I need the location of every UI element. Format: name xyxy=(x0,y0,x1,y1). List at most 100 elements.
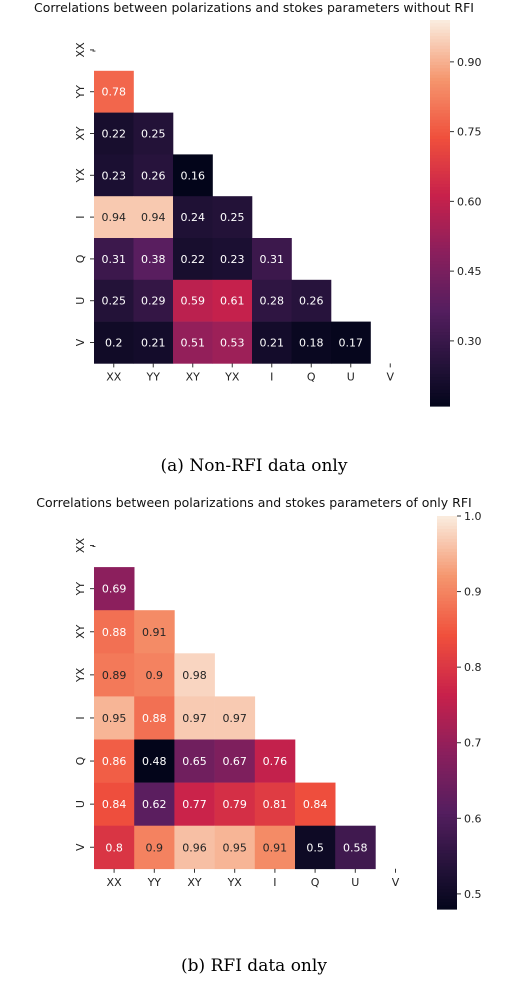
colorbar-slice-non-rfi xyxy=(430,139,450,143)
colorbar-tick-label-rfi: 0.9 xyxy=(464,586,482,599)
colorbar-slice-non-rfi xyxy=(430,344,450,349)
colorbar-slice-non-rfi xyxy=(430,264,450,269)
heatmap-cell-rfi-u-yy xyxy=(134,782,175,826)
colorbar-slice-rfi xyxy=(437,705,457,710)
heatmap-non-rfi: Correlations between polarizations and s… xyxy=(34,0,482,407)
y-tick-label-rfi-v: V xyxy=(74,843,87,851)
y-tick-label-rfi-i: I xyxy=(74,716,87,719)
colorbar-slice-non-rfi xyxy=(430,71,450,76)
colorbar-slice-non-rfi xyxy=(430,61,450,66)
colorbar-slice-rfi xyxy=(437,843,457,848)
colorbar-slice-non-rfi xyxy=(430,399,450,404)
colorbar-slice-non-rfi xyxy=(430,341,450,346)
colorbar-slice-rfi xyxy=(437,797,457,802)
colorbar-slice-rfi xyxy=(437,722,457,727)
x-tick-label-non-rfi-xy: XY xyxy=(186,370,201,383)
colorbar-slice-non-rfi xyxy=(430,206,450,211)
colorbar-slice-rfi xyxy=(437,892,457,897)
caption-non-rfi: (a) Non-RFI data only xyxy=(160,456,348,476)
heatmap-rfi: Correlations between polarizations and s… xyxy=(36,495,482,910)
cell-value-rfi-u-yy: 0.62 xyxy=(142,798,167,811)
colorbar-slice-non-rfi xyxy=(430,177,450,182)
colorbar-slice-rfi xyxy=(437,738,457,743)
colorbar-slice-rfi xyxy=(437,663,457,668)
colorbar-slice-non-rfi xyxy=(430,171,450,175)
colorbar-slice-non-rfi xyxy=(430,68,450,73)
colorbar-slice-rfi xyxy=(437,653,457,658)
colorbar-slice-non-rfi xyxy=(430,45,450,50)
colorbar-slice-non-rfi xyxy=(430,103,450,108)
x-tick-label-rfi-i: I xyxy=(273,876,276,889)
colorbar-slice-rfi xyxy=(437,715,457,720)
cell-value-rfi-q-yx: 0.67 xyxy=(222,755,247,768)
heatmap-cell-rfi-v-u xyxy=(335,825,376,870)
colorbar-slice-non-rfi xyxy=(430,312,450,317)
colorbar-slice-non-rfi xyxy=(430,145,450,150)
x-tick-label-non-rfi-yx: YX xyxy=(224,370,240,383)
colorbar-slice-rfi xyxy=(437,902,457,907)
colorbar-slice-non-rfi xyxy=(430,232,450,237)
colorbar-slice-rfi xyxy=(437,745,457,750)
heatmap-cell-rfi-u-q xyxy=(295,782,336,826)
colorbar-slice-non-rfi xyxy=(430,309,450,314)
colorbar-slice-rfi xyxy=(437,568,457,573)
colorbar-slice-non-rfi xyxy=(430,235,450,240)
heatmap-cell-non-rfi-yx-xy xyxy=(173,154,213,197)
colorbar-slice-non-rfi xyxy=(430,119,450,124)
y-tick-label-rfi-q: Q xyxy=(74,756,87,765)
colorbar-slice-rfi xyxy=(437,728,457,733)
colorbar-slice-non-rfi xyxy=(430,280,450,285)
cell-value-non-rfi-v-xx: 0.2 xyxy=(105,337,123,350)
y-tick-label-non-rfi-yx: YX xyxy=(74,168,87,184)
cell-value-rfi-v-q: 0.5 xyxy=(306,841,324,854)
colorbar-tick-label-non-rfi: 0.60 xyxy=(457,195,482,208)
colorbar-slice-non-rfi xyxy=(430,248,450,253)
caption-rfi: (b) RFI data only xyxy=(181,956,327,976)
colorbar-slice-non-rfi xyxy=(430,52,450,56)
colorbar-slice-non-rfi xyxy=(430,216,450,221)
colorbar-slice-rfi xyxy=(437,604,457,609)
colorbar-slice-non-rfi xyxy=(430,267,450,272)
colorbar-slice-rfi xyxy=(437,751,457,756)
heatmap-cell-non-rfi-v-i xyxy=(252,321,292,364)
colorbar-slice-rfi xyxy=(437,578,457,583)
colorbar-slice-non-rfi xyxy=(430,225,450,230)
heatmap-cell-rfi-xy-yy xyxy=(134,610,175,654)
colorbar-tick-label-rfi: 0.8 xyxy=(464,661,482,674)
heatmap-cell-non-rfi-v-yy xyxy=(133,321,174,364)
colorbar-slice-rfi xyxy=(437,650,457,655)
heatmap-cell-non-rfi-i-xx xyxy=(94,196,134,239)
colorbar-slice-rfi xyxy=(437,637,457,642)
cell-value-non-rfi-u-i: 0.28 xyxy=(260,295,285,308)
colorbar-slice-rfi xyxy=(437,741,457,746)
colorbar-slice-rfi xyxy=(437,781,457,786)
colorbar-slice-non-rfi xyxy=(430,283,450,288)
colorbar-slice-non-rfi xyxy=(430,100,450,105)
colorbar-slice-non-rfi xyxy=(430,229,450,233)
colorbar-slice-rfi xyxy=(437,863,457,868)
colorbar-slice-non-rfi xyxy=(430,20,450,24)
colorbar-slice-non-rfi xyxy=(430,116,450,121)
colorbar-slice-non-rfi xyxy=(430,354,450,359)
cell-value-rfi-v-xy: 0.96 xyxy=(182,841,207,854)
colorbar-slice-rfi xyxy=(437,833,457,838)
colorbar-slice-non-rfi xyxy=(430,258,450,262)
colorbar-slice-rfi xyxy=(437,800,457,805)
colorbar-slice-rfi xyxy=(437,696,457,700)
colorbar-slice-non-rfi xyxy=(430,338,450,343)
colorbar-slice-non-rfi xyxy=(430,367,450,372)
y-tick-label-rfi-yy: YY xyxy=(74,582,87,597)
heatmap-cell-non-rfi-xy-xx xyxy=(94,112,134,155)
colorbar-slice-non-rfi xyxy=(430,81,450,85)
cell-value-rfi-i-yx: 0.97 xyxy=(222,712,247,725)
colorbar-slice-non-rfi xyxy=(430,187,450,192)
colorbar-slice-non-rfi xyxy=(430,122,450,127)
cell-value-non-rfi-v-i: 0.21 xyxy=(260,337,285,350)
heatmap-cell-non-rfi-u-xx xyxy=(94,279,134,322)
colorbar-slice-non-rfi xyxy=(430,393,450,397)
heatmap-cell-non-rfi-v-xy xyxy=(173,321,213,364)
colorbar-slice-non-rfi xyxy=(430,383,450,388)
cell-value-non-rfi-yx-yy: 0.26 xyxy=(141,169,166,182)
cell-value-non-rfi-xy-yy: 0.25 xyxy=(141,128,166,141)
colorbar-slice-non-rfi xyxy=(430,23,450,28)
